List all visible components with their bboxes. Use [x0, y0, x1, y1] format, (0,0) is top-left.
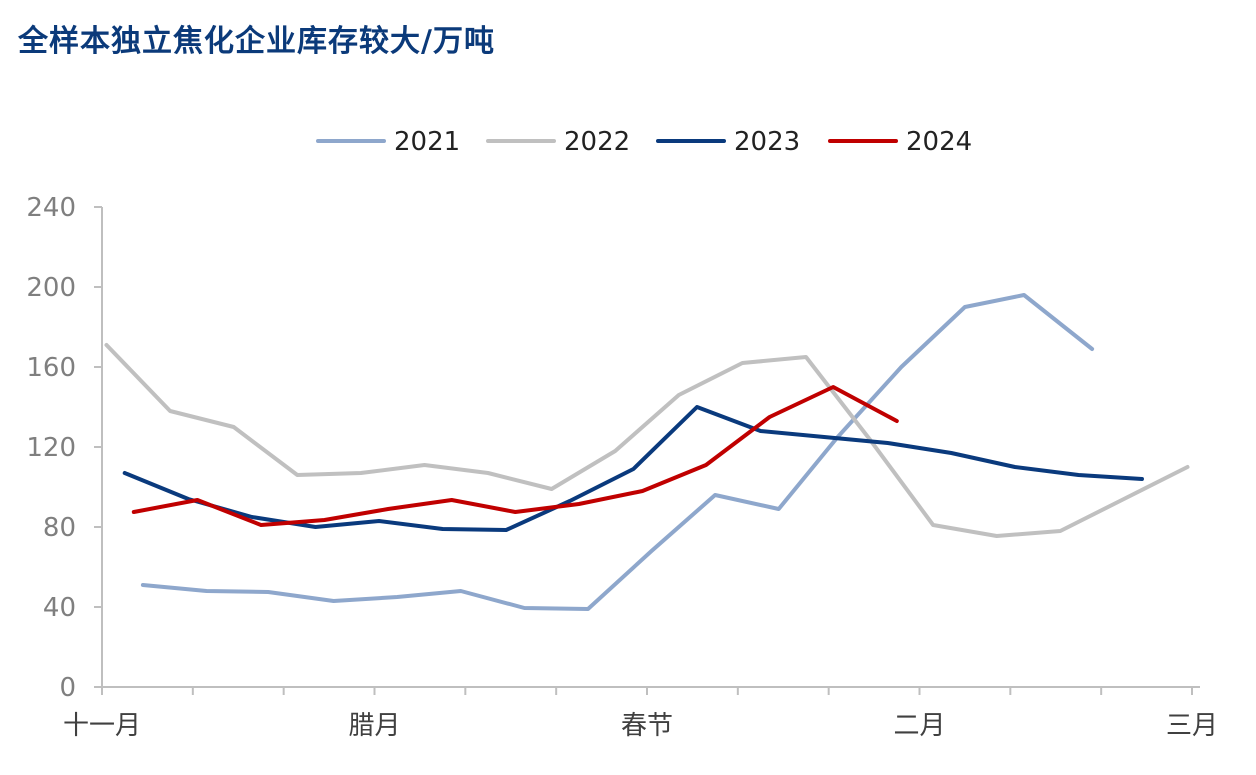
legend-label-2024: 2024: [906, 127, 972, 157]
chart-title: 全样本独立焦化企业库存较大/万吨: [18, 24, 495, 59]
x-tick-label: 腊月: [348, 711, 400, 741]
legend-label-2022: 2022: [564, 127, 630, 157]
y-tick-label: 200: [26, 273, 76, 303]
y-tick-label: 120: [26, 433, 76, 463]
y-tick-label: 0: [59, 673, 76, 703]
x-tick-label: 三月: [1166, 711, 1218, 741]
x-tick-label: 十一月: [63, 711, 141, 741]
x-axis: 十一月 腊月 春节 二月 三月: [63, 686, 1218, 741]
y-tick-label: 160: [26, 353, 76, 383]
series-line-2022: [104, 343, 1190, 538]
x-tick-label: 春节: [621, 711, 673, 741]
plot-lines: [104, 293, 1190, 611]
legend-label-2023: 2023: [734, 127, 800, 157]
y-tick-label: 40: [43, 593, 76, 623]
legend-label-2021: 2021: [394, 127, 460, 157]
y-tick-label: 240: [26, 193, 76, 223]
legend: 2021 2022 2023 2024: [316, 127, 972, 157]
y-axis: 0 40 80 120 160 200 240: [26, 193, 103, 703]
x-tick-label: 二月: [893, 711, 945, 741]
series-line-2023: [122, 405, 1144, 532]
series-line-2021: [140, 293, 1095, 611]
series-line-2024: [131, 385, 899, 527]
y-tick-label: 80: [43, 513, 76, 543]
